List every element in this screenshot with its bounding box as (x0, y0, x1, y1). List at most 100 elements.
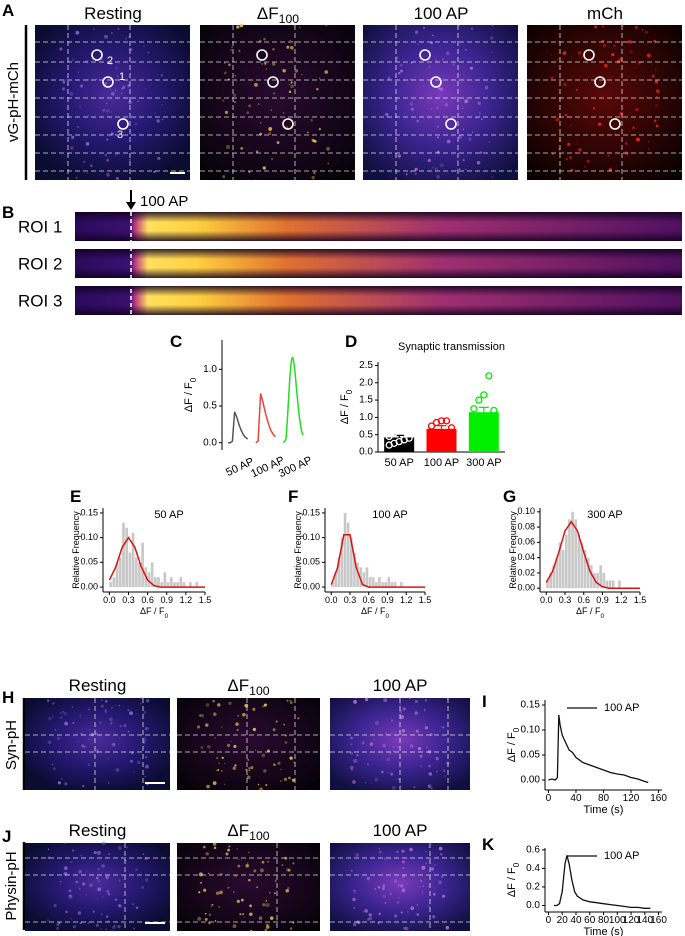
texture (71, 706, 74, 708)
texture (326, 146, 330, 151)
texture (355, 697, 357, 700)
texture (327, 162, 330, 165)
texture (293, 25, 295, 27)
texture (69, 91, 74, 96)
texture (129, 759, 133, 763)
texture (145, 764, 149, 769)
texture (261, 62, 264, 65)
y-tick-label: 1.0 (203, 364, 217, 375)
texture (374, 777, 379, 782)
texture (414, 167, 418, 171)
histogram-bar (599, 565, 602, 589)
texture (258, 916, 263, 920)
texture (265, 903, 270, 907)
texture (421, 865, 426, 870)
roi-circle (609, 118, 621, 130)
texture (324, 70, 329, 74)
texture (401, 849, 405, 853)
texture (394, 914, 398, 918)
texture (64, 866, 68, 870)
texture (458, 135, 462, 139)
texture (83, 745, 87, 749)
texture (410, 62, 413, 65)
texture (230, 740, 232, 743)
y-tick-label: 2.5 (359, 360, 373, 371)
texture (79, 922, 82, 925)
y-tick-label: 0.00 (517, 583, 535, 593)
y-tick-label: 0.0 (526, 900, 540, 911)
texture (107, 757, 110, 760)
texture (244, 703, 249, 708)
texture (563, 82, 567, 87)
texture (444, 103, 449, 107)
texture (441, 726, 444, 729)
texture (576, 141, 578, 143)
texture (105, 915, 109, 918)
histogram-bar (195, 582, 199, 588)
texture (406, 910, 409, 913)
texture (356, 754, 359, 757)
texture (116, 75, 119, 78)
x-tick-label: 1.2 (400, 595, 413, 605)
histogram-bar (583, 550, 587, 589)
micrograph (330, 843, 470, 931)
texture (81, 744, 85, 748)
roi-label: 1 (119, 71, 125, 83)
texture (401, 729, 406, 733)
texture (144, 88, 147, 90)
texture (613, 133, 617, 137)
texture (262, 166, 266, 170)
texture (246, 111, 250, 115)
texture (456, 159, 459, 162)
texture (301, 73, 303, 76)
texture (268, 126, 273, 131)
x-tick-label: 0 (546, 915, 552, 926)
texture (221, 756, 224, 760)
texture (114, 151, 119, 156)
texture (410, 744, 414, 748)
chart-title: 50 AP (154, 509, 183, 521)
x-tick-label: 0.6 (577, 595, 590, 605)
y-axis-label-main: ΔF / F (506, 732, 518, 762)
texture (263, 703, 267, 707)
texture (412, 99, 414, 101)
texture (78, 869, 82, 874)
texture (364, 782, 367, 784)
texture (221, 770, 223, 772)
texture (143, 45, 145, 48)
texture (290, 81, 293, 84)
x-tick-label: 0.0 (325, 595, 338, 605)
texture (110, 32, 113, 35)
texture (106, 889, 110, 893)
texture (104, 34, 108, 39)
texture (389, 892, 392, 895)
texture (350, 743, 353, 746)
histogram-bar (568, 519, 571, 589)
column-title-main: ΔF (227, 676, 249, 695)
texture (396, 900, 400, 904)
y-axis-label-sub: 0 (345, 389, 354, 394)
texture (434, 167, 438, 171)
texture (160, 74, 164, 77)
y-tick-label: 0.10 (521, 725, 541, 736)
texture (267, 860, 270, 863)
texture (427, 784, 432, 789)
texture (235, 722, 239, 726)
x-category-label: 300 AP (466, 457, 501, 469)
texture (446, 139, 451, 144)
texture (106, 173, 110, 177)
texture (154, 112, 156, 114)
texture (218, 762, 220, 765)
texture (399, 69, 403, 73)
texture (364, 697, 369, 702)
texture (147, 51, 150, 54)
texture (364, 909, 368, 913)
column-title-main: 100 AP (373, 676, 428, 695)
texture (409, 78, 412, 81)
texture (647, 148, 650, 150)
texture (263, 37, 266, 41)
texture (59, 47, 63, 51)
texture (476, 161, 481, 165)
x-tick-label: 0.3 (122, 595, 135, 605)
